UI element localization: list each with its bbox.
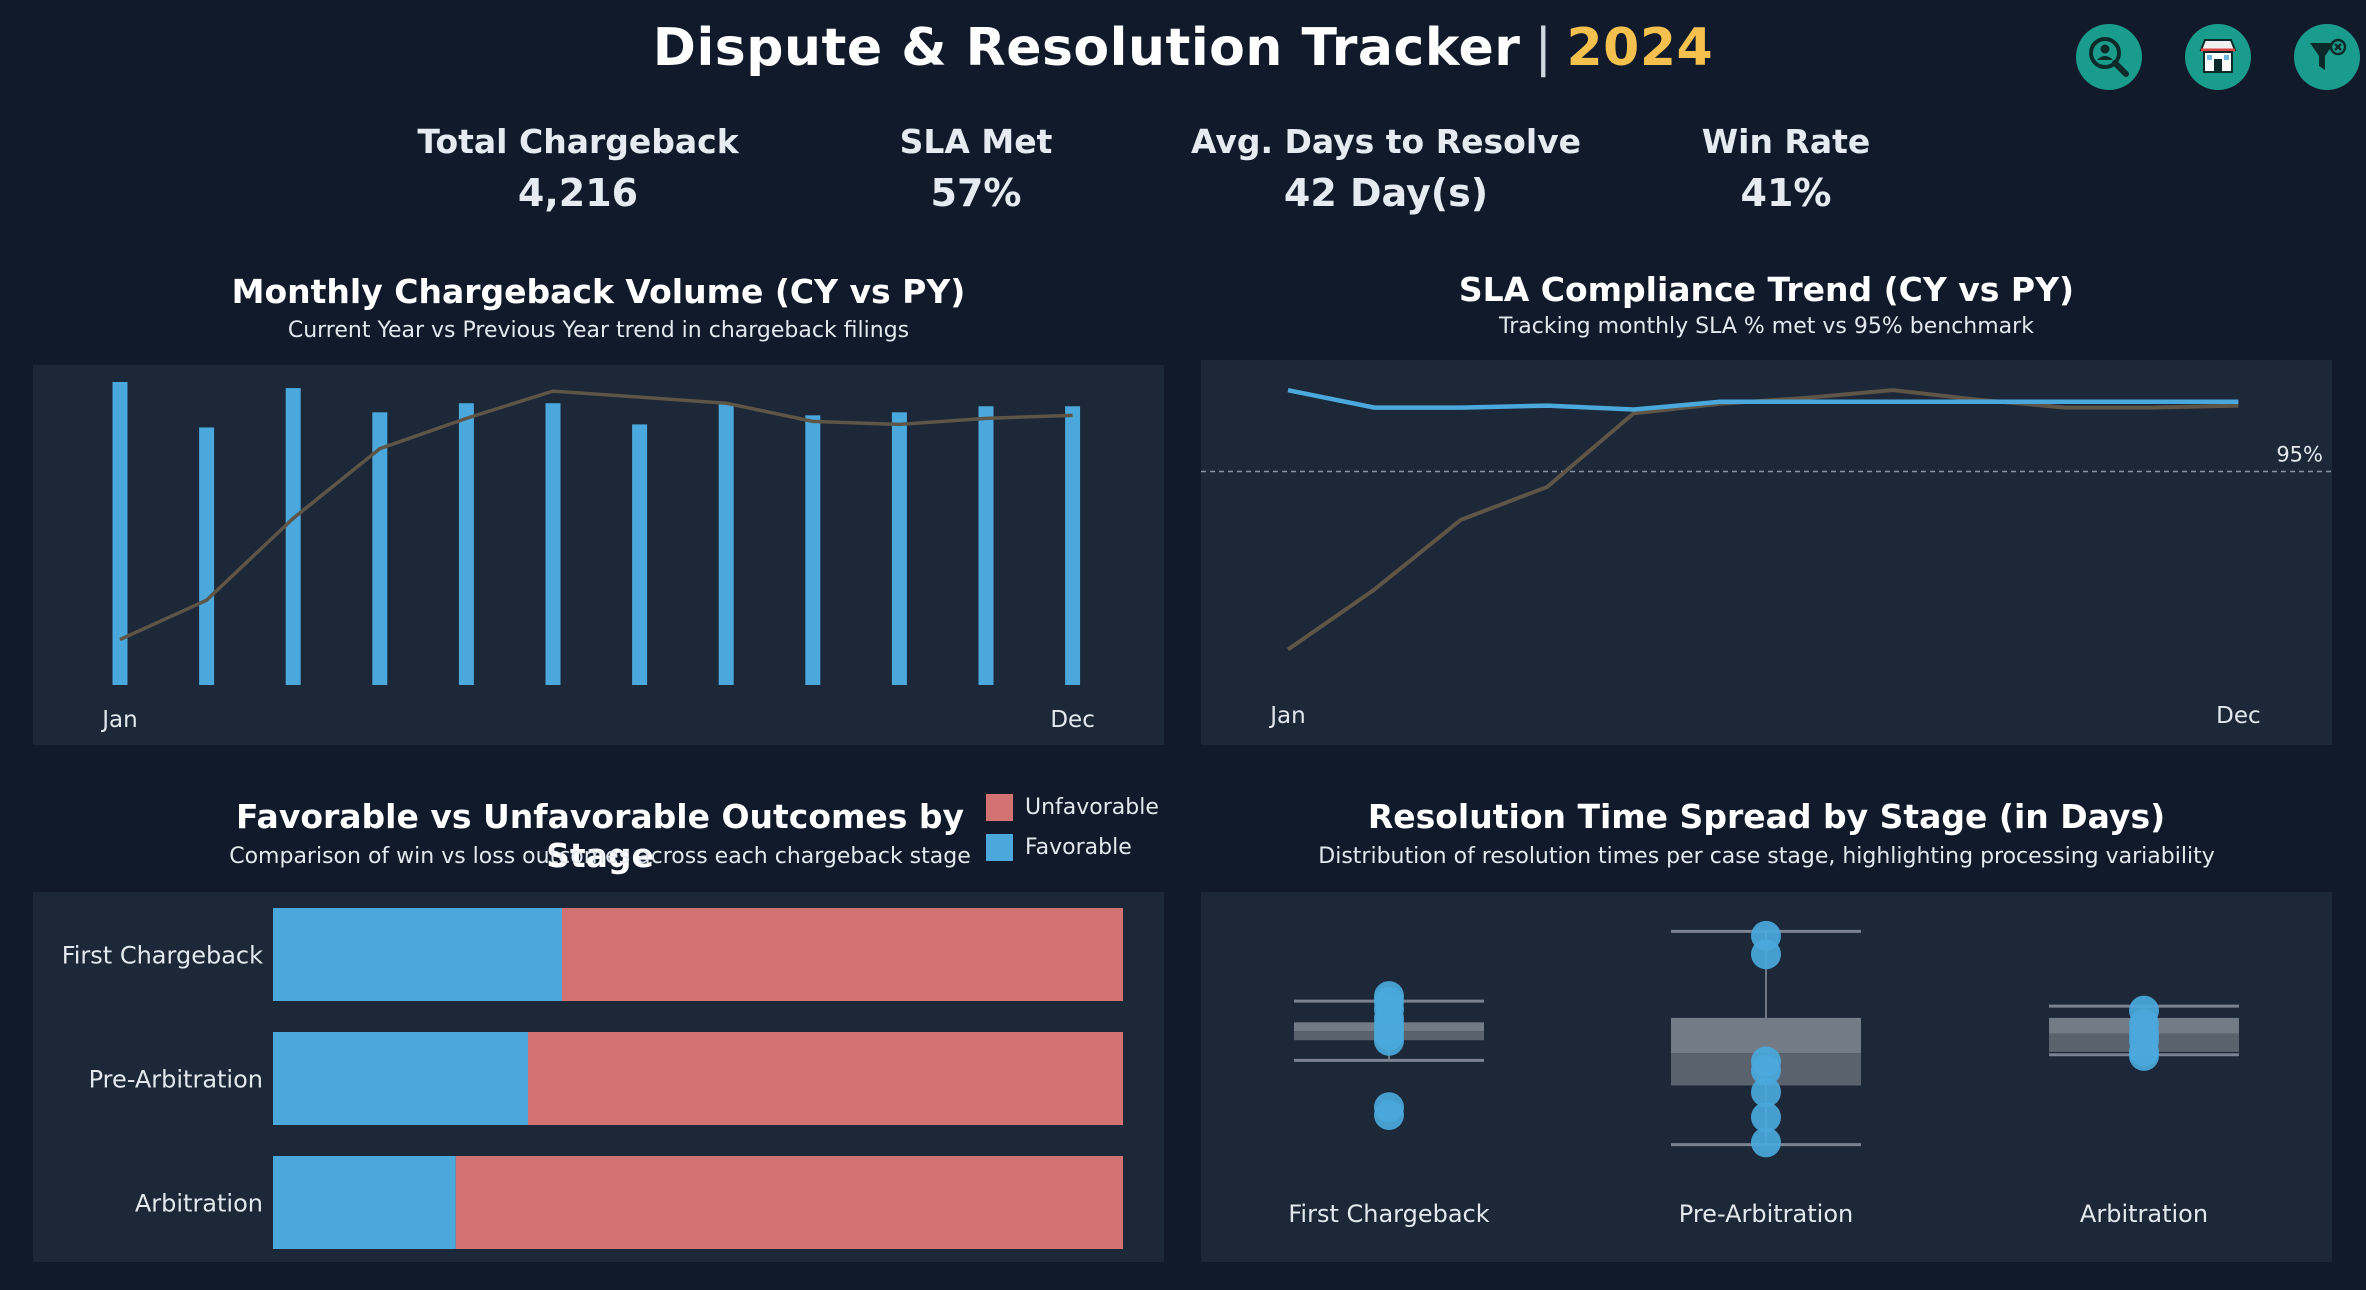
volume-bar <box>199 427 215 685</box>
volume-chart: Jan Dec <box>100 382 1095 733</box>
volume-bar <box>372 412 388 685</box>
unfavorable-bar <box>562 908 1123 1001</box>
legend-label: Unfavorable <box>1025 794 1159 820</box>
favorable-bar <box>273 908 562 1001</box>
kpi-avg-days: Avg. Days to Resolve 42 Day(s) <box>1176 122 1596 215</box>
data-point <box>1374 1100 1404 1131</box>
kpi-total-chargeback: Total Chargeback 4,216 <box>368 122 788 215</box>
unfavorable-bar <box>455 1156 1123 1249</box>
kpi-value: 4,216 <box>517 171 639 215</box>
volume-bar <box>978 406 994 685</box>
outcomes-legend: Unfavorable Favorable <box>986 787 1159 867</box>
stage-label: Arbitration <box>2080 1200 2208 1228</box>
sla-cy-line <box>1287 387 2239 412</box>
volume-bar <box>458 403 474 685</box>
volume-py-line <box>119 389 1073 642</box>
kpi-label: Avg. Days to Resolve <box>1190 122 1582 161</box>
spread-chart-panel: First Chargeback Pre-Arbitration Arbitrati… <box>1201 892 2332 1262</box>
chart-title: SLA Compliance Trend (CY vs PY) <box>1458 270 2075 309</box>
benchmark-label: 95% <box>2276 442 2323 466</box>
search-person-icon[interactable] <box>2076 24 2142 90</box>
clear-filter-icon[interactable] <box>2294 24 2360 90</box>
favorable-bar <box>273 1032 528 1125</box>
spread-chart: First Chargeback Pre-Arbitration Arbitrati… <box>1288 920 2239 1228</box>
storefront-icon[interactable] <box>2185 24 2251 90</box>
chart-subtitle: Comparison of win vs loss outcomes acros… <box>229 844 971 869</box>
volume-bar <box>805 415 821 685</box>
title-text: Dispute & Resolution Tracker <box>652 18 1521 78</box>
kpi-win-rate: Win Rate 41% <box>1576 122 1996 215</box>
stage-label: First Chargeback <box>1288 1200 1489 1228</box>
volume-chart-panel: Jan Dec <box>33 365 1164 745</box>
legend-label: Favorable <box>1025 834 1132 860</box>
x-tick-label: Dec <box>2216 703 2261 729</box>
kpi-value: 42 Day(s) <box>1283 171 1489 215</box>
chart-subtitle: Current Year vs Previous Year trend in c… <box>287 318 910 343</box>
kpi-label: SLA Met <box>899 122 1053 161</box>
dashboard-title: Dispute & Resolution Tracker | 2024 <box>0 18 2366 78</box>
kpi-value: 41% <box>1740 171 1832 215</box>
stage-label: Pre-Arbitration <box>1679 1200 1853 1228</box>
chart-title: Resolution Time Spread by Stage (in Days… <box>1367 797 2166 836</box>
legend-swatch <box>986 793 1013 821</box>
volume-bar <box>718 403 734 685</box>
volume-bar <box>285 388 301 685</box>
data-point <box>1751 1055 1781 1086</box>
x-tick-label: Dec <box>1050 707 1095 733</box>
kpi-label: Total Chargeback <box>417 122 739 161</box>
outcomes-chart-panel: First Chargeback Pre-Arbitration Arbitrati… <box>33 892 1164 1262</box>
data-point <box>2129 1040 2159 1071</box>
favorable-bar <box>273 1156 456 1249</box>
data-point <box>1751 1077 1781 1108</box>
stage-label: First Chargeback <box>62 942 263 970</box>
volume-bar <box>545 403 561 685</box>
sla-chart-panel: 95% Jan Dec <box>1201 360 2332 745</box>
x-tick-label: Jan <box>100 707 137 733</box>
kpi-sla-met: SLA Met 57% <box>766 122 1186 215</box>
chart-title: Favorable vs Unfavorable Outcomes by Sta… <box>235 797 965 875</box>
sla-chart: 95% Jan Dec <box>1201 387 2332 729</box>
stage-label: Arbitration <box>135 1190 263 1218</box>
legend-item-favorable[interactable]: Favorable <box>986 827 1159 867</box>
data-point <box>1751 939 1781 970</box>
kpi-label: Win Rate <box>1701 122 1871 161</box>
data-point <box>1751 1127 1781 1158</box>
chart-subtitle: Tracking monthly SLA % met vs 95% benchm… <box>1499 314 2034 339</box>
volume-bar <box>891 412 907 685</box>
legend-item-unfavorable[interactable]: Unfavorable <box>986 787 1159 827</box>
volume-bar <box>632 424 648 685</box>
data-point <box>1374 1025 1404 1056</box>
title-year: 2024 <box>1566 18 1714 78</box>
volume-bar <box>1065 406 1081 685</box>
volume-bar <box>112 382 128 685</box>
chart-title: Monthly Chargeback Volume (CY vs PY) <box>231 272 966 311</box>
chart-subtitle: Distribution of resolution times per cas… <box>1318 844 2215 869</box>
legend-swatch <box>986 833 1013 861</box>
unfavorable-bar <box>528 1032 1123 1125</box>
title-separator: | <box>1534 18 1553 78</box>
outcomes-chart: First Chargeback Pre-Arbitration Arbitrati… <box>62 908 1123 1249</box>
data-point <box>1751 1102 1781 1133</box>
kpi-value: 57% <box>930 171 1022 215</box>
sla-py-line <box>1286 388 2239 652</box>
x-tick-label: Jan <box>1268 703 1305 729</box>
stage-label: Pre-Arbitration <box>89 1066 263 1094</box>
